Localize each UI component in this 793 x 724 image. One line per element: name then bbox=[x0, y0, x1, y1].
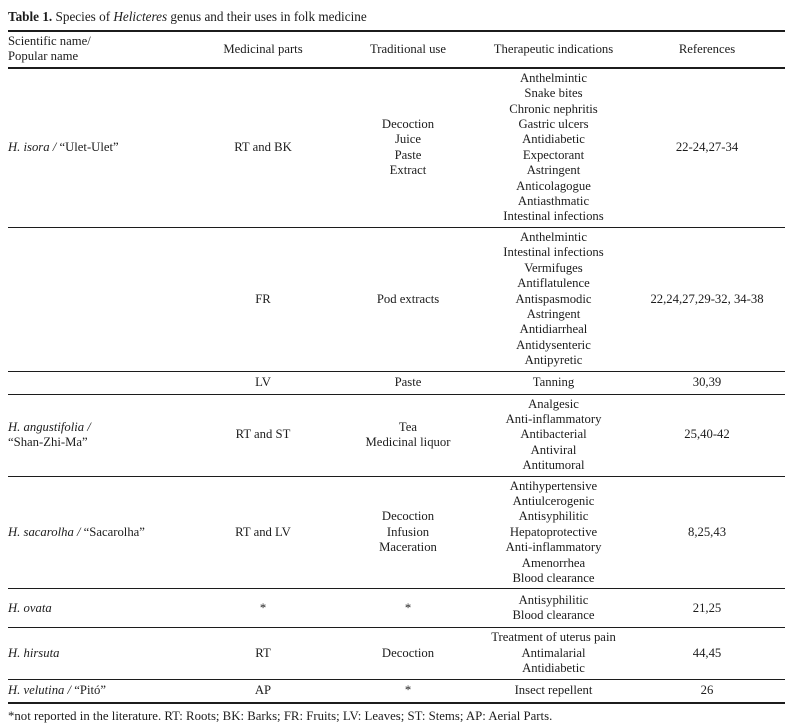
scientific-name: H. ovata bbox=[8, 600, 52, 615]
cell-therapeutic-indications: Tanning bbox=[532, 374, 575, 389]
col-header-therapeutic-indications: Therapeutic indications bbox=[493, 41, 614, 56]
cell-traditional-use: Pod extracts bbox=[376, 291, 440, 306]
table-row: H. ovata * * Antisyphilitic Blood cleara… bbox=[8, 589, 785, 628]
cell-medicinal-parts: * bbox=[259, 600, 267, 615]
table-caption-label: Table 1. bbox=[8, 9, 53, 24]
cell-medicinal-parts: LV bbox=[255, 374, 271, 389]
cell-therapeutic-indications: Insect repellent bbox=[514, 683, 593, 698]
cell-references: 30,39 bbox=[692, 374, 722, 389]
cell-therapeutic-indications: Antisyphilitic Blood clearance bbox=[512, 593, 595, 623]
table-caption-pre: Species of bbox=[52, 9, 114, 24]
cell-therapeutic-indications: Antihypertensive Antiulcerogenic Antisyp… bbox=[505, 478, 602, 585]
cell-therapeutic-indications: Anthelmintic Snake bites Chronic nephrit… bbox=[503, 70, 604, 224]
cell-traditional-use: Tea Medicinal liquor bbox=[365, 419, 451, 450]
cell-scientific-name: H. hirsuta bbox=[8, 628, 188, 679]
cell-traditional-use: * bbox=[404, 683, 412, 698]
cell-traditional-use: * bbox=[404, 600, 412, 615]
table-caption-genus: Helicteres bbox=[113, 9, 168, 24]
cell-medicinal-parts: RT and ST bbox=[235, 427, 291, 442]
cell-medicinal-parts: AP bbox=[254, 683, 272, 698]
cell-traditional-use: Decoction bbox=[381, 645, 435, 660]
cell-references: 26 bbox=[700, 683, 714, 698]
col-header-traditional-use: Traditional use bbox=[369, 41, 446, 56]
species-table: Scientific name/ Popular name Medicinal … bbox=[8, 30, 785, 705]
cell-scientific-name bbox=[8, 371, 188, 394]
popular-name: “Pitó” bbox=[74, 683, 106, 698]
cell-references: 25,40-42 bbox=[684, 427, 730, 442]
cell-references: 44,45 bbox=[692, 645, 722, 660]
cell-references: 22-24,27-34 bbox=[675, 140, 739, 155]
cell-traditional-use: Decoction Infusion Maceration bbox=[379, 509, 437, 555]
cell-scientific-name: H. velutina / “Pitó” bbox=[8, 679, 188, 703]
scientific-name: H. angustifolia / bbox=[8, 419, 91, 434]
cell-medicinal-parts: FR bbox=[255, 291, 271, 306]
table-caption-post: genus and their uses in folk medicine bbox=[167, 9, 367, 24]
header-row: Scientific name/ Popular name Medicinal … bbox=[8, 31, 785, 68]
table-row: H. velutina / “Pitó” AP * Insect repelle… bbox=[8, 679, 785, 703]
cell-traditional-use: Paste bbox=[394, 374, 422, 389]
table-row: FR Pod extracts Anthelmintic Intestinal … bbox=[8, 227, 785, 372]
footnote: *not reported in the literature. RT: Roo… bbox=[8, 709, 553, 724]
cell-therapeutic-indications: Anthelmintic Intestinal infections Vermi… bbox=[503, 229, 604, 368]
cell-scientific-name: H. isora / “Ulet-Ulet” bbox=[8, 68, 188, 228]
cell-medicinal-parts: RT and BK bbox=[234, 140, 292, 155]
cell-therapeutic-indications: Treatment of uterus pain Antimalarial An… bbox=[491, 630, 616, 676]
cell-scientific-name: H. angustifolia / “Shan-Zhi-Ma” bbox=[8, 394, 188, 476]
popular-name: “Shan-Zhi-Ma” bbox=[8, 435, 88, 450]
cell-references: 8,25,43 bbox=[687, 524, 727, 539]
table-row: H. sacarolha / “Sacarolha” RT and LV Dec… bbox=[8, 476, 785, 589]
popular-name: “Ulet-Ulet” bbox=[59, 140, 119, 155]
cell-therapeutic-indications: Analgesic Anti-inflammatory Antibacteria… bbox=[505, 396, 602, 473]
cell-scientific-name bbox=[8, 227, 188, 371]
popular-name: “Sacarolha” bbox=[83, 524, 145, 539]
cell-references: 21,25 bbox=[692, 600, 722, 615]
table-caption: Table 1. Species of Helicteres genus and… bbox=[8, 9, 785, 25]
col-header-medicinal-parts: Medicinal parts bbox=[223, 41, 303, 56]
cell-medicinal-parts: RT and LV bbox=[235, 524, 291, 539]
col-header-scientific-name: Scientific name/ Popular name bbox=[8, 34, 91, 64]
cell-references: 22,24,27,29-32, 34-38 bbox=[650, 291, 764, 306]
table-row: H. hirsuta RT Decoction Treatment of ute… bbox=[8, 628, 785, 680]
table-row: H. isora / “Ulet-Ulet” RT and BK Decocti… bbox=[8, 68, 785, 228]
scientific-name: H. velutina / bbox=[8, 683, 75, 698]
col-header-references: References bbox=[678, 41, 736, 56]
scientific-name: H. isora / bbox=[8, 140, 60, 155]
cell-traditional-use: Decoction Juice Paste Extract bbox=[381, 117, 435, 178]
cell-medicinal-parts: RT bbox=[255, 645, 271, 660]
cell-scientific-name: H. ovata bbox=[8, 589, 188, 628]
scientific-name: H. sacarolha / bbox=[8, 524, 84, 539]
table-row: H. angustifolia / “Shan-Zhi-Ma” RT and S… bbox=[8, 394, 785, 477]
scientific-name: H. hirsuta bbox=[8, 645, 60, 660]
cell-scientific-name: H. sacarolha / “Sacarolha” bbox=[8, 476, 188, 589]
table-row: LV Paste Tanning 30,39 bbox=[8, 371, 785, 395]
